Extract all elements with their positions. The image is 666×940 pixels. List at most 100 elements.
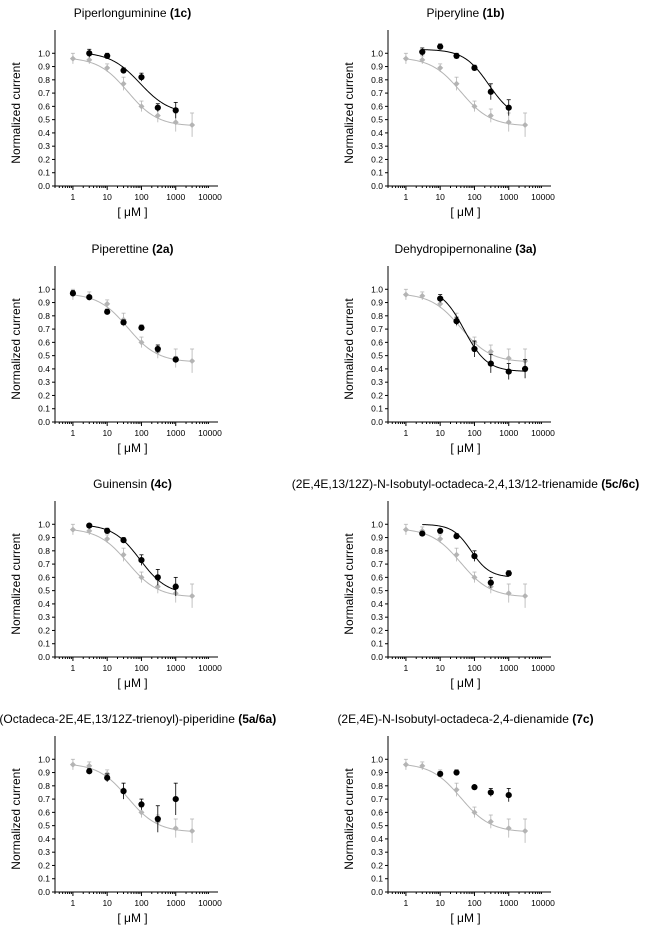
- compound-data-point: [69, 290, 77, 297]
- y-tick-label: 0.6: [371, 337, 383, 347]
- reference-data-point: [419, 292, 426, 299]
- chart-title: Piperyline (1b): [426, 6, 504, 20]
- x-tick-label: 10: [102, 898, 112, 908]
- compound-data-point: [505, 570, 512, 577]
- y-tick-label: 0.2: [38, 860, 50, 870]
- y-tick-label: 0.7: [371, 559, 383, 569]
- compound-data-point: [86, 50, 93, 57]
- y-tick-label: 0.3: [371, 377, 383, 387]
- x-tick-label: 1000: [166, 192, 185, 202]
- x-tick-label: 1000: [166, 428, 185, 438]
- compound-data-point: [419, 530, 426, 537]
- chart-title-compound-id: (5c/6c): [601, 477, 639, 491]
- compound-series: [419, 43, 512, 116]
- reference-data-point: [522, 827, 529, 834]
- y-tick-label: 0.3: [38, 141, 50, 151]
- y-tick-label: 0.2: [38, 390, 50, 400]
- reference-data-point: [402, 291, 409, 298]
- reference-data-point: [172, 119, 179, 126]
- x-tick-label: 10000: [531, 663, 555, 673]
- compound-data-point: [154, 574, 161, 581]
- reference-data-point: [487, 348, 494, 355]
- chart-panel-5: Guinensin (4c) 0.0 0.1 0.2 0.3 0.4 0.5 0.6 0.7 0.…: [0, 471, 333, 705]
- x-tick-label: 100: [134, 898, 148, 908]
- compound-data-point: [172, 107, 179, 114]
- compound-data-point: [471, 64, 478, 71]
- y-tick-label: 1.0: [38, 48, 50, 58]
- x-tick-label: 1: [71, 428, 76, 438]
- compound-data-point: [437, 295, 444, 302]
- chart-title: 1-(Octadeca-2E,4E,13/12Z-trienoyl)-piper…: [0, 712, 276, 726]
- x-tick-label: 100: [467, 428, 481, 438]
- y-tick-label: 1.0: [371, 48, 383, 58]
- x-tick-label: 10: [435, 663, 445, 673]
- reference-data-point: [69, 526, 76, 533]
- compound-fit-curve: [89, 525, 176, 591]
- y-axis-label: Normalized current: [342, 62, 356, 164]
- y-tick-label: 0.7: [371, 324, 383, 334]
- compound-data-point: [521, 365, 529, 373]
- y-axis-label: Normalized current: [9, 62, 23, 164]
- y-tick-label: 0.3: [371, 141, 383, 151]
- compound-data-point: [453, 318, 460, 325]
- chart-panel-3: Piperettine (2a) 0.0 0.1 0.2 0.3 0.4 0.5 0.6 0.7…: [0, 236, 333, 470]
- x-tick-label: 1: [404, 663, 409, 673]
- compound-data-point: [86, 294, 93, 301]
- x-tick-label: 1: [71, 663, 76, 673]
- reference-data-point: [419, 762, 426, 769]
- chart-title-compound-id: (2a): [152, 242, 173, 256]
- chart-panel-4: Dehydropipernonaline (3a) 0.0 0.1 0.2 0.3 0.4…: [333, 236, 666, 470]
- x-axis-label: [ μM ]: [117, 205, 147, 219]
- compound-data-point: [104, 774, 111, 781]
- y-tick-label: 0.0: [38, 417, 50, 427]
- y-tick-label: 1.0: [38, 754, 50, 764]
- y-axis-label: Normalized current: [342, 768, 356, 870]
- reference-data-point: [69, 761, 76, 768]
- y-axis-label: Normalized current: [342, 298, 356, 400]
- reference-data-point: [453, 551, 460, 558]
- chart-title-text: (2E,4E,13/12Z)-N-Isobutyl-octadeca-2,4,1…: [292, 477, 602, 491]
- y-tick-label: 0.1: [371, 404, 383, 414]
- compound-data-point: [487, 360, 494, 367]
- x-tick-label: 10: [435, 192, 445, 202]
- y-tick-label: 0.9: [371, 533, 383, 543]
- x-tick-label: 100: [134, 428, 148, 438]
- y-tick-label: 0.4: [38, 834, 50, 844]
- chart-svg: 1-(Octadeca-2E,4E,13/12Z-trienoyl)-piper…: [0, 712, 276, 925]
- x-tick-label: 10: [435, 428, 445, 438]
- x-tick-label: 10000: [198, 663, 222, 673]
- x-tick-label: 1000: [166, 898, 185, 908]
- y-tick-label: 0.5: [38, 351, 50, 361]
- compound-data-point: [138, 74, 145, 81]
- y-tick-label: 0.4: [38, 128, 50, 138]
- y-tick-label: 0.5: [371, 115, 383, 125]
- reference-data-point: [471, 574, 478, 581]
- x-axis-label: [ μM ]: [117, 911, 147, 925]
- compound-data-point: [104, 308, 111, 315]
- y-tick-label: 0.9: [38, 62, 50, 72]
- compound-data-point: [86, 522, 93, 529]
- y-tick-label: 0.4: [38, 599, 50, 609]
- compound-data-point: [138, 557, 145, 564]
- y-tick-label: 0.4: [371, 364, 383, 374]
- compound-data-point: [154, 345, 161, 353]
- compound-data-point: [120, 537, 127, 544]
- reference-data-point: [189, 357, 196, 364]
- reference-fit-curve: [72, 529, 193, 597]
- x-tick-label: 10000: [198, 898, 222, 908]
- reference-data-point: [471, 809, 478, 816]
- x-tick-label: 100: [467, 663, 481, 673]
- reference-data-point: [419, 56, 426, 63]
- compound-data-point: [487, 88, 494, 95]
- x-axis-label: [ μM ]: [450, 676, 480, 690]
- reference-data-point: [437, 535, 444, 542]
- reference-data-point: [86, 56, 93, 63]
- y-tick-label: 0.8: [38, 311, 50, 321]
- y-tick-label: 0.5: [371, 821, 383, 831]
- compound-data-point: [471, 345, 478, 353]
- chart-panel-6: (2E,4E,13/12Z)-N-Isobutyl-octadeca-2,4,1…: [292, 471, 666, 705]
- compound-data-point: [437, 770, 444, 777]
- y-tick-label: 0.7: [371, 88, 383, 98]
- y-tick-label: 0.8: [371, 75, 383, 85]
